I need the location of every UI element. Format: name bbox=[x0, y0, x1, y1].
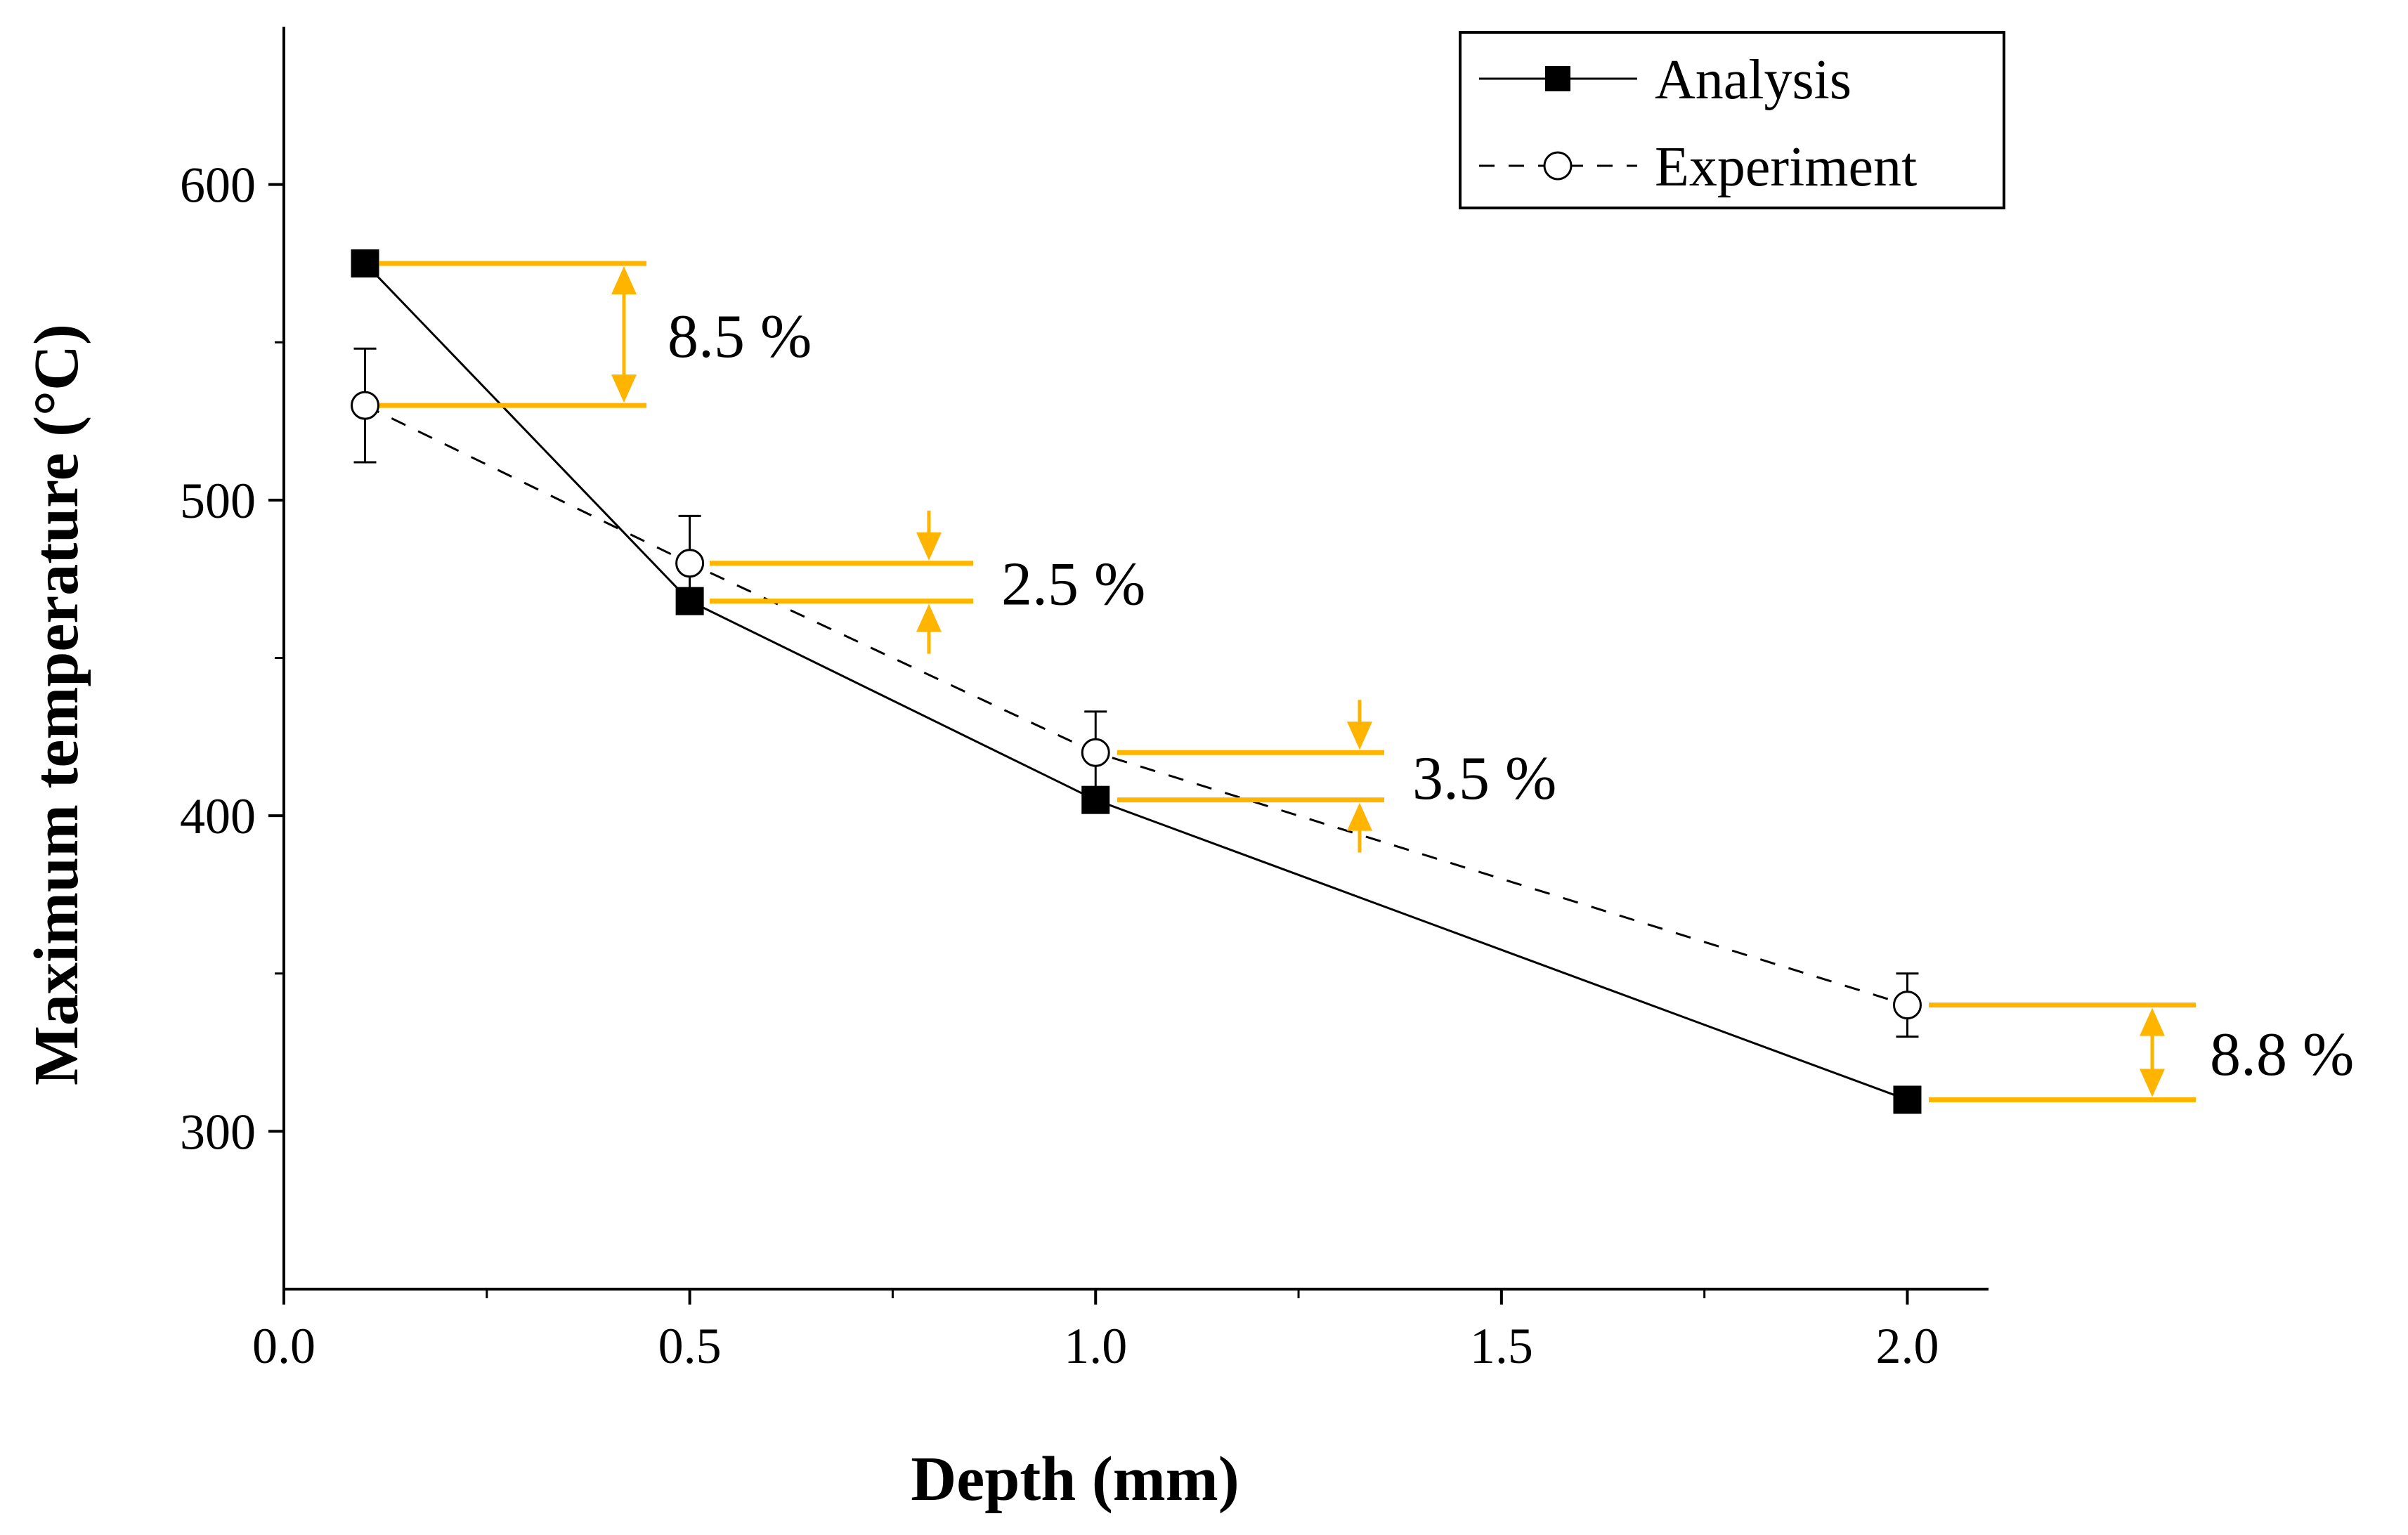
x-tick-label: 1.0 bbox=[1064, 1318, 1127, 1374]
annotation-arrow-head-up bbox=[611, 266, 637, 294]
y-tick-label: 600 bbox=[180, 157, 256, 214]
annotation-arrow-head-up bbox=[916, 603, 942, 632]
annotation-arrow-head-down bbox=[2140, 1069, 2165, 1097]
annotation-label: 2.5 % bbox=[1001, 551, 1145, 619]
y-tick-label: 500 bbox=[180, 473, 256, 529]
y-tick-label: 300 bbox=[180, 1104, 256, 1160]
x-axis-title: Depth (mm) bbox=[911, 1444, 1239, 1514]
analysis-line bbox=[364, 262, 1908, 1101]
legend: Analysis Experiment bbox=[1459, 31, 2005, 209]
annotation-arrow-head-down bbox=[916, 532, 942, 561]
annotation-label: 8.5 % bbox=[668, 303, 812, 371]
x-tick-label: 2.0 bbox=[1875, 1318, 1939, 1374]
legend-analysis-marker bbox=[1545, 66, 1570, 91]
y-axis-title: Maximum temperature (°C) bbox=[22, 324, 91, 1085]
legend-experiment-marker bbox=[1543, 151, 1573, 181]
annotation-label: 8.8 % bbox=[2210, 1021, 2354, 1089]
annotation-arrow-head-down bbox=[611, 374, 637, 403]
experiment-point bbox=[675, 549, 705, 578]
experiment-point bbox=[1892, 991, 1922, 1020]
legend-experiment-label: Experiment bbox=[1655, 136, 1917, 198]
legend-analysis-label: Analysis bbox=[1655, 49, 1851, 111]
analysis-point bbox=[1893, 1085, 1922, 1114]
experiment-point bbox=[1081, 738, 1110, 767]
annotation-arrow-head-up bbox=[1347, 802, 1372, 831]
analysis-point bbox=[675, 587, 704, 615]
x-tick-label: 0.5 bbox=[658, 1318, 722, 1374]
analysis-point bbox=[1081, 785, 1110, 814]
axes bbox=[282, 27, 1989, 1291]
annotation-arrow-head-down bbox=[1347, 721, 1372, 750]
y-axis-ticks: 300 400 500 600 bbox=[180, 157, 284, 1160]
experiment-line bbox=[364, 404, 1908, 1007]
annotation-arrow-head-up bbox=[2140, 1007, 2165, 1036]
y-tick-label: 400 bbox=[180, 788, 256, 844]
x-tick-label: 0.0 bbox=[252, 1318, 315, 1374]
experiment-point bbox=[351, 391, 380, 420]
series-layer bbox=[351, 249, 1922, 1114]
analysis-point bbox=[351, 249, 379, 277]
annotation-label: 3.5 % bbox=[1412, 745, 1556, 813]
x-axis-ticks: 0.0 0.5 1.0 1.5 2.0 bbox=[252, 1289, 1939, 1374]
annotations-layer: 8.5 % 2.5 % 3.5 % 8.8 % bbox=[379, 261, 2354, 1102]
x-tick-label: 1.5 bbox=[1470, 1318, 1533, 1374]
legend-box bbox=[1459, 31, 2005, 209]
